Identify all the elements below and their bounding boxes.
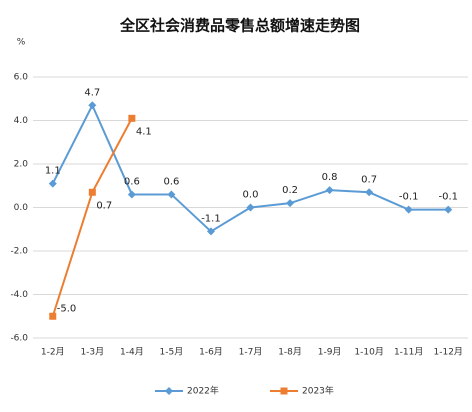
legend-label: 2023年 (302, 385, 334, 397)
data-label: -1.1 (201, 213, 221, 224)
x-tick-label: 1-2月 (41, 347, 65, 358)
data-point (49, 312, 57, 320)
data-label: 0.8 (322, 172, 338, 183)
y-tick-label: -2.0 (10, 247, 28, 257)
data-point (444, 205, 453, 214)
data-point (206, 227, 215, 236)
y-axis-label: % (17, 38, 26, 48)
data-point (88, 101, 97, 110)
y-tick-label: -6.0 (10, 334, 28, 344)
data-point (365, 188, 374, 197)
x-tick-label: 1-11月 (394, 347, 423, 358)
chart-title: 全区社会消费品零售总额增速走势图 (119, 17, 360, 35)
x-tick-label: 1-10月 (354, 347, 383, 358)
legend-marker (280, 387, 288, 395)
y-tick-label: -4.0 (10, 290, 28, 300)
data-point (404, 205, 413, 214)
data-point (325, 186, 334, 195)
y-tick-label: 2.0 (14, 160, 29, 170)
y-tick-label: 6.0 (14, 73, 29, 83)
x-tick-label: 1-8月 (278, 347, 302, 358)
data-label: 0.7 (361, 174, 377, 185)
data-point (167, 190, 176, 199)
y-tick-label: 4.0 (14, 116, 29, 126)
x-tick-label: 1-7月 (239, 347, 263, 358)
data-point (128, 114, 136, 122)
data-label: 0.6 (124, 176, 140, 187)
legend-label: 2022年 (187, 385, 219, 397)
legend-marker (165, 387, 173, 395)
data-point (48, 179, 57, 188)
data-label: 0.6 (163, 176, 179, 187)
x-tick-label: 1-4月 (120, 347, 144, 358)
data-point (127, 190, 136, 199)
data-label: -5.0 (57, 303, 77, 314)
data-point (88, 188, 96, 196)
x-tick-label: 1-12月 (434, 347, 463, 358)
data-point (246, 203, 255, 212)
data-label: 0.7 (96, 200, 112, 211)
x-tick-label: 1-6月 (199, 347, 223, 358)
data-label: -0.1 (438, 192, 458, 203)
x-tick-label: 1-5月 (160, 347, 184, 358)
data-label: 0.0 (243, 190, 259, 201)
y-tick-label: 0.0 (14, 203, 29, 213)
x-tick-label: 1-9月 (318, 347, 342, 358)
data-label: 1.1 (45, 166, 61, 177)
data-label: 4.1 (136, 126, 152, 137)
data-label: 0.2 (282, 185, 298, 196)
data-point (286, 199, 295, 208)
data-label: -0.1 (399, 192, 419, 203)
x-tick-label: 1-3月 (80, 347, 104, 358)
data-label: 4.7 (84, 87, 100, 98)
